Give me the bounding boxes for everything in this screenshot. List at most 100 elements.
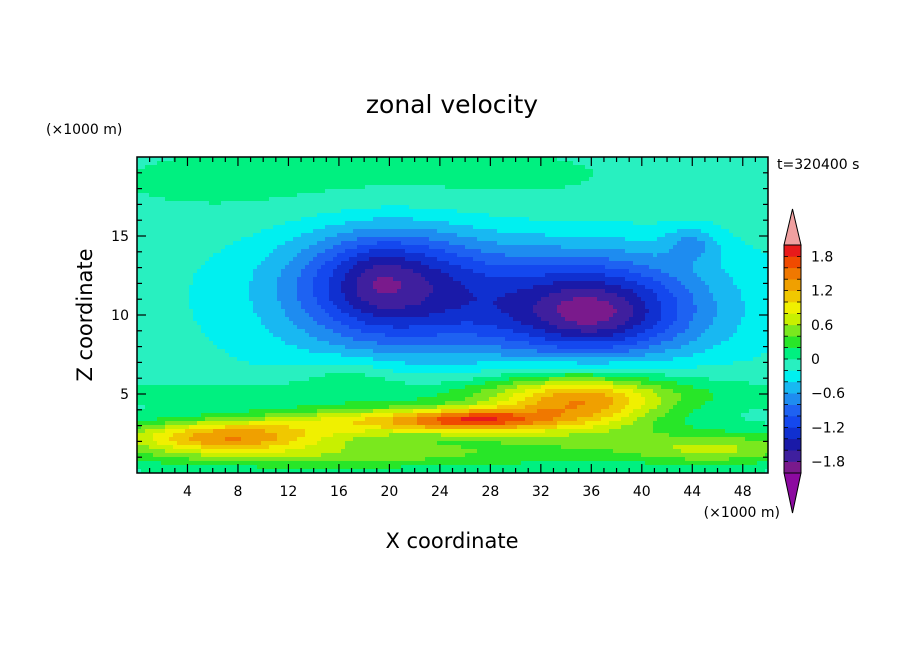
field-cell xyxy=(177,181,182,186)
field-cell xyxy=(745,209,750,214)
field-cell xyxy=(317,277,322,282)
field-cell xyxy=(429,209,434,214)
field-cell xyxy=(697,161,702,166)
field-cell xyxy=(285,221,290,226)
field-cell xyxy=(325,229,330,234)
field-cell xyxy=(309,273,314,278)
field-cell xyxy=(517,273,522,278)
field-cell xyxy=(533,185,538,190)
field-cell xyxy=(229,185,234,190)
field-cell xyxy=(757,157,762,162)
field-cell xyxy=(353,197,358,202)
field-cell xyxy=(425,261,430,266)
field-cell xyxy=(361,193,366,198)
field-cell xyxy=(613,169,618,174)
field-cell xyxy=(445,257,450,262)
field-cell xyxy=(693,169,698,174)
field-cell xyxy=(297,233,302,238)
field-cell xyxy=(593,161,598,166)
field-cell xyxy=(633,197,638,202)
field-cell xyxy=(525,245,530,250)
field-cell xyxy=(457,213,462,218)
field-cell xyxy=(161,249,166,254)
field-cell xyxy=(593,221,598,226)
field-cell xyxy=(225,277,230,282)
field-cell xyxy=(333,229,338,234)
field-cell xyxy=(729,261,734,266)
field-cell xyxy=(657,201,662,206)
field-cell xyxy=(181,161,186,166)
field-cell xyxy=(229,177,234,182)
field-cell xyxy=(461,157,466,162)
field-cell xyxy=(433,269,438,274)
field-cell xyxy=(637,169,642,174)
field-cell xyxy=(457,173,462,178)
field-cell xyxy=(721,241,726,246)
field-cell xyxy=(445,269,450,274)
field-cell xyxy=(209,161,214,166)
field-cell xyxy=(249,201,254,206)
field-cell xyxy=(245,233,250,238)
field-cell xyxy=(169,189,174,194)
field-cell xyxy=(257,197,262,202)
field-cell xyxy=(545,277,550,282)
field-cell xyxy=(141,165,146,170)
field-cell xyxy=(757,177,762,182)
field-cell xyxy=(165,197,170,202)
field-cell xyxy=(333,277,338,282)
field-cell xyxy=(137,221,142,226)
field-cell xyxy=(745,269,750,274)
field-cell xyxy=(649,229,654,234)
field-cell xyxy=(597,265,602,270)
field-cell xyxy=(453,237,458,242)
field-cell xyxy=(365,205,370,210)
field-cell xyxy=(741,249,746,254)
field-cell xyxy=(257,169,262,174)
field-cell xyxy=(341,185,346,190)
field-cell xyxy=(689,189,694,194)
field-cell xyxy=(165,225,170,230)
field-cell xyxy=(409,185,414,190)
field-cell xyxy=(449,201,454,206)
field-cell xyxy=(705,241,710,246)
field-cell xyxy=(389,249,394,254)
field-cell xyxy=(729,245,734,250)
field-cell xyxy=(617,181,622,186)
field-cell xyxy=(565,189,570,194)
field-cell xyxy=(709,237,714,242)
field-cell xyxy=(217,197,222,202)
field-cell xyxy=(753,253,758,258)
field-cell xyxy=(321,185,326,190)
field-cell xyxy=(157,257,162,262)
field-cell xyxy=(273,229,278,234)
field-cell xyxy=(761,181,766,186)
field-cell xyxy=(445,281,450,286)
field-cell xyxy=(369,209,374,214)
field-cell xyxy=(597,233,602,238)
field-cell xyxy=(553,261,558,266)
field-cell xyxy=(737,273,742,278)
field-cell xyxy=(737,249,742,254)
field-cell xyxy=(525,229,530,234)
field-cell xyxy=(285,161,290,166)
field-cell xyxy=(393,157,398,162)
field-cell xyxy=(433,213,438,218)
field-cell xyxy=(561,245,566,250)
field-cell xyxy=(521,225,526,230)
field-cell xyxy=(209,241,214,246)
field-cell xyxy=(465,265,470,270)
field-cell xyxy=(461,221,466,226)
field-cell xyxy=(505,225,510,230)
field-cell xyxy=(645,205,650,210)
field-cell xyxy=(165,185,170,190)
field-cell xyxy=(181,277,186,282)
field-cell xyxy=(305,269,310,274)
field-cell xyxy=(225,209,230,214)
field-cell xyxy=(577,241,582,246)
field-cell xyxy=(157,217,162,222)
field-cell xyxy=(505,277,510,282)
field-cell xyxy=(621,189,626,194)
field-cell xyxy=(641,265,646,270)
field-cell xyxy=(641,157,646,162)
field-cell xyxy=(481,193,486,198)
